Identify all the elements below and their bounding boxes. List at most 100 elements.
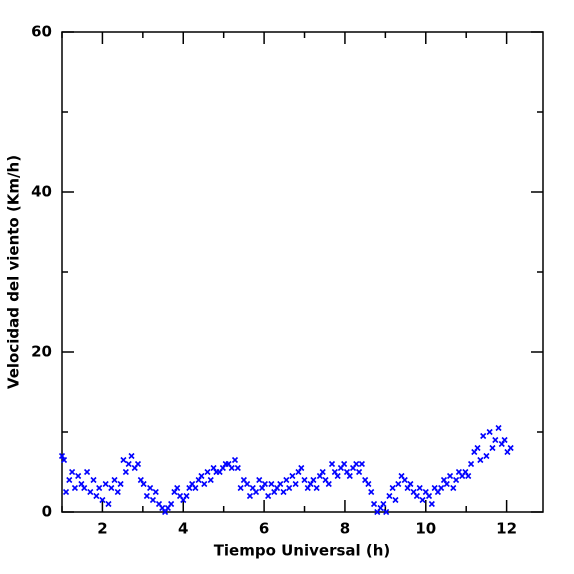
point <box>152 488 159 496</box>
point <box>428 500 435 508</box>
y-tick-label: 60 <box>31 23 52 41</box>
point <box>66 476 73 484</box>
point <box>125 460 132 468</box>
point <box>268 480 275 488</box>
point <box>358 460 365 468</box>
point <box>386 492 393 500</box>
y-axis-title: Velocidad del viento (Km/h) <box>5 155 23 389</box>
point <box>286 484 293 492</box>
point <box>96 484 103 492</box>
point <box>234 464 241 472</box>
y-tick-label: 0 <box>42 503 52 521</box>
point <box>440 476 448 484</box>
point <box>289 472 296 480</box>
point <box>383 508 390 516</box>
point <box>149 496 157 504</box>
point <box>204 468 211 476</box>
point <box>438 484 445 492</box>
point <box>237 484 244 492</box>
x-tick-label: 6 <box>259 520 269 538</box>
point <box>413 492 420 500</box>
point <box>246 492 254 500</box>
point <box>143 492 150 500</box>
point <box>474 444 481 452</box>
point <box>325 480 332 488</box>
point <box>401 476 408 484</box>
point <box>137 476 144 484</box>
y-tick-label: 40 <box>31 183 52 201</box>
point <box>207 476 214 484</box>
point <box>120 456 127 464</box>
point <box>380 500 387 508</box>
point <box>183 492 190 500</box>
point <box>407 480 414 488</box>
point <box>231 456 239 464</box>
point <box>462 468 469 476</box>
point <box>147 484 154 492</box>
point <box>307 480 314 488</box>
x-axis-title: Tiempo Universal (h) <box>214 542 391 560</box>
x-tick-label: 8 <box>340 520 350 538</box>
point <box>483 452 490 460</box>
plot-frame <box>61 31 544 513</box>
point <box>99 496 106 504</box>
point <box>498 440 505 448</box>
point <box>256 476 263 484</box>
point <box>298 464 305 472</box>
point <box>186 484 193 492</box>
point <box>377 504 384 512</box>
point <box>111 476 118 484</box>
point <box>210 464 217 472</box>
point <box>265 492 272 500</box>
point <box>114 488 121 496</box>
point <box>446 472 454 480</box>
point <box>480 432 487 440</box>
point <box>192 484 199 492</box>
point <box>60 456 68 464</box>
point <box>328 460 336 468</box>
point <box>341 460 348 468</box>
point <box>419 496 426 504</box>
point <box>81 484 88 492</box>
point <box>368 488 375 496</box>
point <box>228 464 235 472</box>
point <box>87 488 94 496</box>
point <box>105 500 112 508</box>
point <box>353 460 360 468</box>
point <box>277 480 284 488</box>
point <box>102 480 109 488</box>
point <box>331 468 338 476</box>
point <box>75 472 82 480</box>
point <box>356 468 363 476</box>
point <box>389 484 396 492</box>
point <box>492 436 499 444</box>
point <box>168 500 175 508</box>
point <box>304 484 311 492</box>
point <box>162 508 169 516</box>
point <box>198 472 205 480</box>
point <box>195 476 202 484</box>
point <box>259 484 266 492</box>
point <box>343 468 351 476</box>
point <box>283 476 290 484</box>
point <box>93 492 100 500</box>
point <box>395 480 402 488</box>
point <box>319 468 326 476</box>
point <box>140 480 147 488</box>
point <box>117 480 124 488</box>
point <box>486 428 493 436</box>
point <box>71 484 79 492</box>
point <box>292 480 299 488</box>
point <box>392 496 399 504</box>
point <box>495 424 502 432</box>
point <box>271 488 278 496</box>
x-tick-label: 12 <box>496 520 517 538</box>
point <box>219 464 226 472</box>
point <box>465 472 472 480</box>
x-tick-label: 4 <box>178 520 188 538</box>
point <box>280 488 287 496</box>
y-tick-label: 20 <box>31 343 52 361</box>
point <box>171 488 178 496</box>
point <box>346 472 353 480</box>
